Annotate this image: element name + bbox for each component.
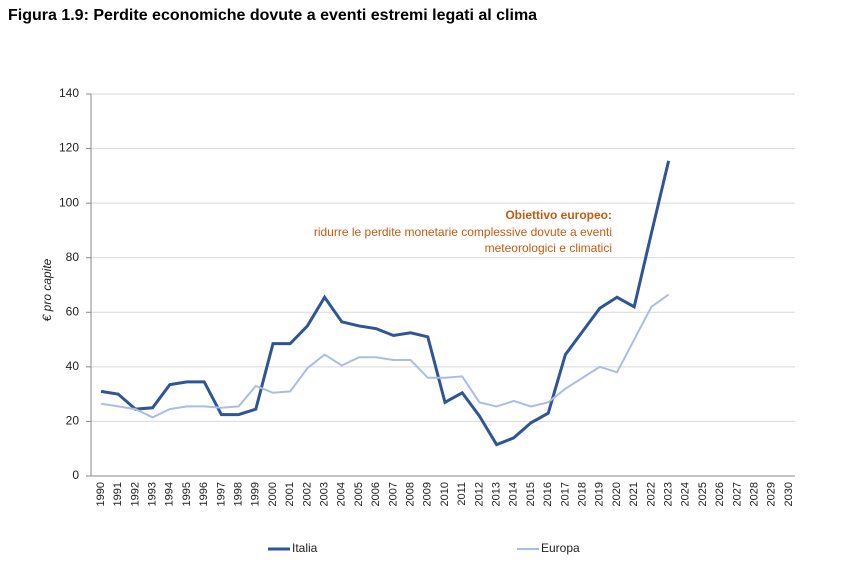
x-tick-label: 2003 <box>319 482 331 506</box>
x-tick-label: 2002 <box>301 482 313 506</box>
chart-title: Figura 1.9: Perdite economiche dovute a … <box>8 7 537 24</box>
y-tick-label: 140 <box>59 86 79 100</box>
x-tick-label: 2030 <box>783 482 795 506</box>
x-tick-label: 2007 <box>387 482 399 506</box>
legend-label: Italia <box>292 541 318 555</box>
x-tick-label: 2010 <box>439 482 451 506</box>
x-tick-label: 2006 <box>370 482 382 506</box>
x-tick-label: 2019 <box>594 482 606 506</box>
x-tick-label: 2008 <box>405 482 417 506</box>
x-tick-label: 2005 <box>353 482 365 506</box>
x-tick-label: 1993 <box>147 482 159 506</box>
x-tick-label: 1994 <box>164 482 176 506</box>
y-tick-label: 20 <box>66 414 80 428</box>
x-tick-label: 1997 <box>215 482 227 506</box>
x-tick-label: 1990 <box>95 482 107 506</box>
x-tick-label: 2029 <box>766 482 778 506</box>
y-tick-label: 60 <box>66 304 80 318</box>
x-tick-label: 2028 <box>749 482 761 506</box>
x-tick-label: 2015 <box>525 482 537 506</box>
x-tick-label: 1992 <box>129 482 141 506</box>
x-tick-label: 1998 <box>233 482 245 506</box>
x-tick-label: 2000 <box>267 482 279 506</box>
x-tick-label: 2022 <box>645 482 657 506</box>
x-tick-label: 2016 <box>542 482 554 506</box>
x-tick-label: 2018 <box>577 482 589 506</box>
x-tick-label: 2026 <box>714 482 726 506</box>
x-tick-label: 2012 <box>473 482 485 506</box>
x-tick-label: 1991 <box>112 482 124 506</box>
x-tick-label: 1995 <box>181 482 193 506</box>
y-tick-label: 80 <box>66 250 80 264</box>
x-tick-label: 2013 <box>491 482 503 506</box>
x-tick-label: 2024 <box>680 482 692 506</box>
x-tick-label: 2009 <box>422 482 434 506</box>
annotation-line: ridurre le perdite monetarie complessive… <box>314 225 612 239</box>
annotation-title: Obiettivo europeo: <box>505 208 612 222</box>
x-tick-label: 2027 <box>731 482 743 506</box>
x-tick-label: 2011 <box>456 482 468 506</box>
y-tick-label: 40 <box>66 359 80 373</box>
y-tick-label: 120 <box>59 141 79 155</box>
y-tick-label: 0 <box>72 468 79 482</box>
x-tick-label: 2017 <box>559 482 571 506</box>
x-tick-label: 2025 <box>697 482 709 506</box>
x-tick-label: 2020 <box>611 482 623 506</box>
x-tick-label: 2001 <box>284 482 296 506</box>
x-tick-label: 2004 <box>336 482 348 506</box>
x-tick-label: 2014 <box>508 482 520 506</box>
x-tick-label: 2023 <box>663 482 675 506</box>
legend-label: Europa <box>541 541 580 555</box>
annotation-line: meteorologici e climatici <box>485 241 612 255</box>
x-tick-label: 1996 <box>198 482 210 506</box>
y-axis-label: € pro capite <box>40 258 54 321</box>
x-tick-label: 2021 <box>628 482 640 506</box>
y-tick-label: 100 <box>59 195 79 209</box>
series-line <box>100 293 670 419</box>
x-tick-label: 1999 <box>250 482 262 506</box>
series-line <box>100 160 671 447</box>
